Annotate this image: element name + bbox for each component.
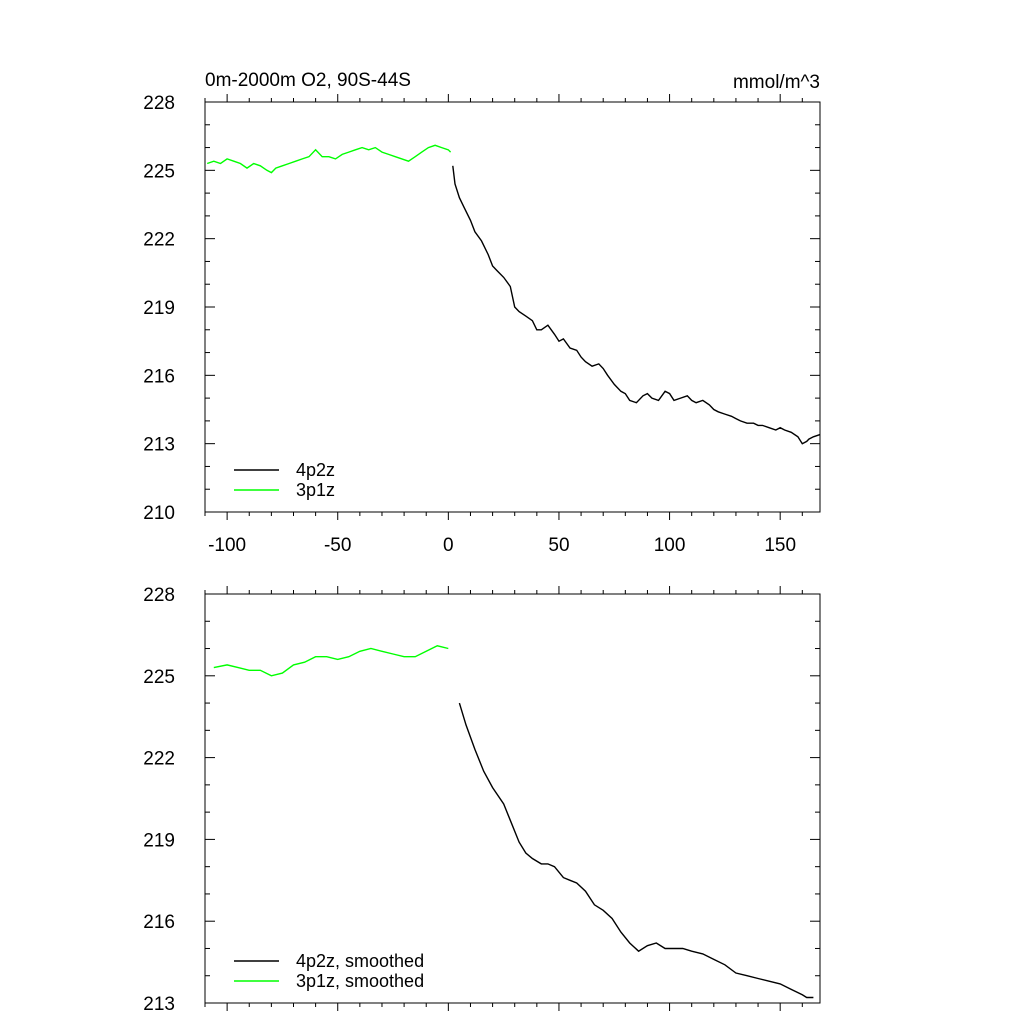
y-tick-label: 225 [143,161,175,182]
series-line-green [206,144,452,174]
top-panel: 0m-2000m O2, 90S-44S mmol/m^3 -100 -50 0 50… [143,70,821,556]
plot-frame [204,101,821,513]
series-line-black [452,165,821,445]
x-tick-label: 50 [548,535,569,556]
legend-label: 3p1z [296,480,335,500]
top-panel-title-left: 0m-2000m O2, 90S-44S [205,70,411,91]
y-tick-label: 213 [143,435,175,456]
y-tick-label: 216 [143,366,175,387]
y-tick-label: 216 [143,912,175,933]
x-tick-label: -50 [324,535,351,556]
y-tick-label: 222 [143,749,175,770]
x-tick-label: 0 [443,535,454,556]
y-tick-label: 225 [143,667,175,688]
y-tick-label: 210 [143,503,175,524]
legend-label: 3p1z, smoothed [296,971,424,991]
x-tick-label: 150 [764,535,796,556]
y-tick-label: 222 [143,230,175,251]
y-tick-label: 213 [143,994,175,1015]
y-tick-label: 228 [143,585,175,606]
series-line-green [213,645,449,677]
x-tick-label: -100 [208,535,246,556]
legend-label: 4p2z [296,460,335,480]
series-line-black [458,702,814,999]
top-panel-title-right: mmol/m^3 [733,72,820,93]
y-tick-label: 228 [143,93,175,114]
legend-label: 4p2z, smoothed [296,951,424,971]
y-tick-label: 219 [143,830,175,851]
plot-frame [204,593,821,1004]
y-tick-label: 219 [143,298,175,319]
x-tick-label: 100 [654,535,686,556]
